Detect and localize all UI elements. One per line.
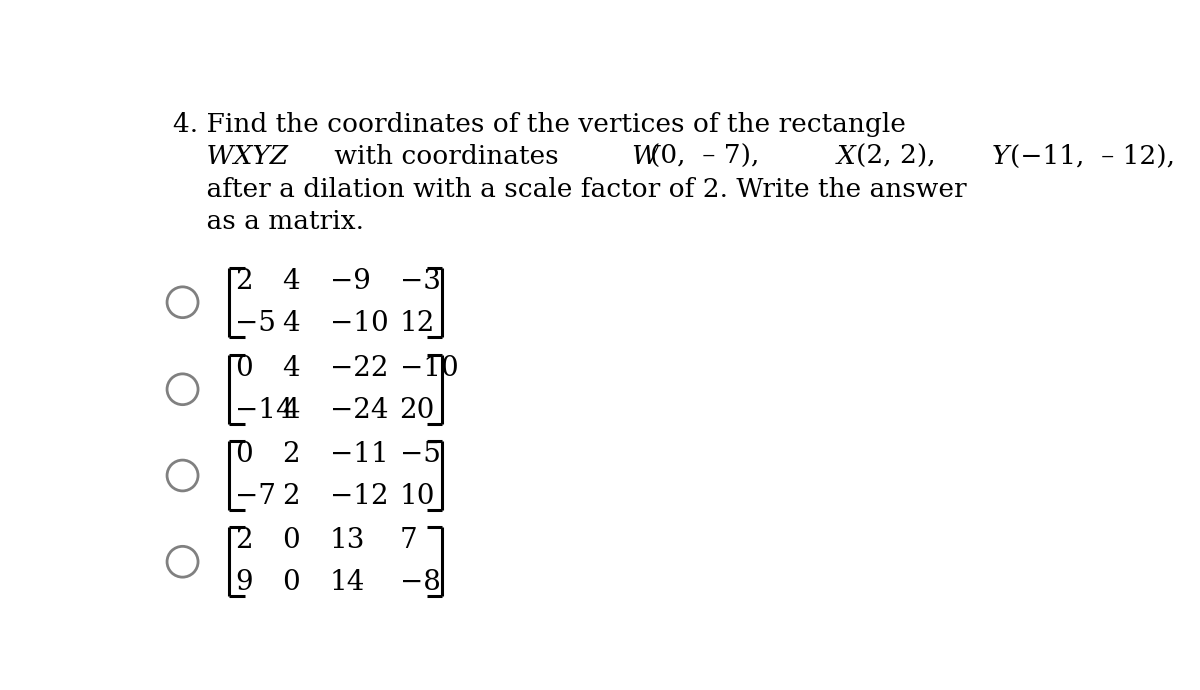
Text: 14: 14 [330,569,365,596]
Text: −10: −10 [400,355,458,382]
Text: −7: −7 [235,483,276,510]
Text: 4: 4 [282,310,299,337]
Text: 7: 7 [400,527,418,555]
Text: −5: −5 [400,441,440,469]
Text: (0,  – 7),: (0, – 7), [650,144,768,170]
Text: 0: 0 [282,527,300,555]
Text: 2: 2 [235,268,253,295]
Text: X: X [836,144,856,170]
Text: with coordinates: with coordinates [326,144,568,170]
Text: as a matrix.: as a matrix. [173,209,365,234]
Text: WXYZ: WXYZ [173,144,288,170]
Text: after a dilation with a scale factor of 2. Write the answer: after a dilation with a scale factor of … [173,177,967,201]
Text: −14: −14 [235,397,294,424]
Text: 0: 0 [282,569,300,596]
Text: (2, 2),: (2, 2), [856,144,943,170]
Text: −5: −5 [235,310,276,337]
Text: 2: 2 [235,527,253,555]
Text: −10: −10 [330,310,389,337]
Text: −8: −8 [400,569,440,596]
Text: 4. Find the coordinates of the vertices of the rectangle: 4. Find the coordinates of the vertices … [173,112,906,137]
Text: −3: −3 [400,268,440,295]
Text: 13: 13 [330,527,365,555]
Text: −24: −24 [330,397,389,424]
Text: 9: 9 [235,569,253,596]
Text: 4: 4 [282,268,299,295]
Text: (−11,  – 12),: (−11, – 12), [1010,144,1183,170]
Text: −9: −9 [330,268,371,295]
Text: W: W [631,144,659,170]
Text: 20: 20 [400,397,434,424]
Text: 2: 2 [282,483,299,510]
Text: −12: −12 [330,483,389,510]
Text: 10: 10 [400,483,436,510]
Text: Y: Y [991,144,1008,170]
Text: 12: 12 [400,310,434,337]
Text: −22: −22 [330,355,389,382]
Text: −11: −11 [330,441,389,469]
Text: 0: 0 [235,441,253,469]
Text: 4: 4 [282,355,299,382]
Text: 0: 0 [235,355,253,382]
Text: 4: 4 [282,397,299,424]
Text: 2: 2 [282,441,299,469]
